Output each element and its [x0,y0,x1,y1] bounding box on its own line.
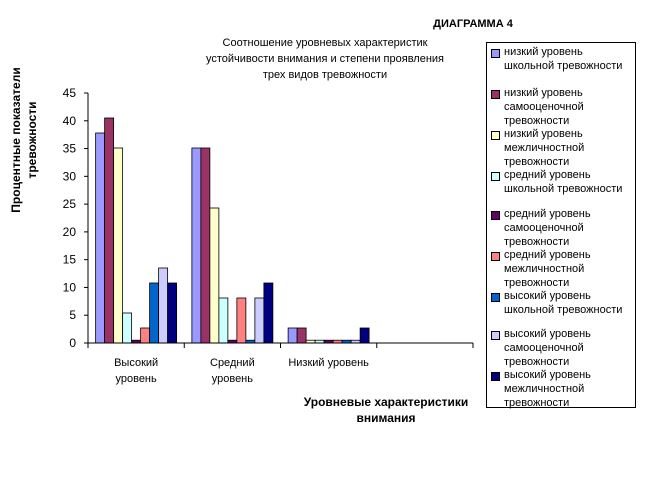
bar [149,282,160,344]
x-tick-label: Низкий уровень [288,357,369,369]
y-tick-label: 35 [63,142,77,156]
legend-swatch [491,172,500,181]
bar [254,297,265,344]
bar [236,297,247,344]
legend-item: низкий уровень межличностной тревожности [491,127,637,169]
x-axis-label-line: внимания [356,411,415,425]
legend-label: низкий уровень самооценочной тревожности [504,87,584,127]
x-tick-label: уровень [212,373,254,385]
bar [104,117,115,344]
y-tick-label: 40 [63,114,77,128]
y-tick-label: 30 [63,169,77,183]
x-axis-ticks: Высокий уровень Средний уровень Низкий урове… [87,343,474,385]
chart-title-line: трех видов тревожности [263,69,387,81]
legend-swatch [491,252,500,261]
x-tick-label: Средний [210,357,255,369]
chart-corner-title: ДИАГРАММА 4 [433,18,514,30]
chart-legend: низкий уровень школьной тревожности низки… [486,42,637,410]
y-axis-label-line: тревожности [25,101,39,178]
legend-item: высокий уровень школьной тревожности [491,289,637,317]
x-tick-label: уровень [115,373,157,385]
legend-label: высокий уровень школьной тревожности [504,290,623,316]
chart-title: Соотношение уровневых характеристик устой… [206,37,444,81]
legend-label: низкий уровень межличностной тревожности [504,128,585,168]
bar [167,282,178,344]
legend-swatch [491,331,500,340]
legend-item: средний уровень самооценочной тревожност… [491,207,637,249]
legend-label: средний уровень школьной тревожности [504,169,623,195]
y-axis-label: Процентные показатели тревожности [9,67,39,212]
x-axis-label: Уровневые характеристики внимания [304,395,469,425]
legend-swatch [491,90,500,99]
bar [113,147,124,344]
x-axis-label-line: Уровневые характеристики [304,395,469,409]
bar [218,297,229,344]
legend-swatch [491,372,500,381]
bar [191,147,202,344]
y-tick-label: 0 [69,336,76,350]
legend-label: средний уровень межличностной тревожност… [504,249,591,289]
bar [296,327,307,344]
legend-swatch [491,131,500,140]
bar [122,312,133,344]
legend-label: высокий уровень межличностной тревожност… [504,369,591,409]
x-tick-label: Высокий [114,357,158,369]
legend-item: низкий уровень школьной тревожности [491,45,637,73]
chart-title-line: Соотношение уровневых характеристик [223,37,428,49]
y-tick-label: 20 [63,225,77,239]
bar [263,282,274,344]
legend-label: средний уровень самооценочной тревожност… [504,208,591,248]
y-tick-label: 10 [63,280,77,294]
legend-item: низкий уровень самооценочной тревожности [491,86,637,128]
axes [87,93,473,344]
legend-item: высокий уровень межличностной тревожност… [491,368,637,410]
y-tick-label: 15 [63,253,77,267]
chart-title-line: устойчивости внимания и степени проявлен… [206,53,444,65]
bar [200,147,211,344]
legend-swatch [491,293,500,302]
y-tick-label: 45 [63,86,77,100]
bar [158,267,169,344]
legend-swatch [491,211,500,220]
legend-swatch [491,49,500,58]
legend-label: высокий уровень самооценочной тревожност… [504,328,591,368]
legend-item: высокий уровень самооценочной тревожност… [491,327,637,369]
y-axis-ticks: 0 5 10 15 20 25 30 35 40 45 [63,86,88,350]
bar [359,327,370,344]
bar [287,327,298,344]
legend-item: средний уровень школьной тревожности [491,168,637,196]
y-tick-label: 25 [63,197,77,211]
legend-item: средний уровень межличностной тревожност… [491,248,637,290]
y-axis-label-line: Процентные показатели [9,67,23,212]
bar [209,207,220,344]
bars [95,117,370,344]
legend-label: низкий уровень школьной тревожности [504,46,623,72]
bar [95,132,106,344]
y-tick-label: 5 [69,308,76,322]
bar [140,327,151,344]
